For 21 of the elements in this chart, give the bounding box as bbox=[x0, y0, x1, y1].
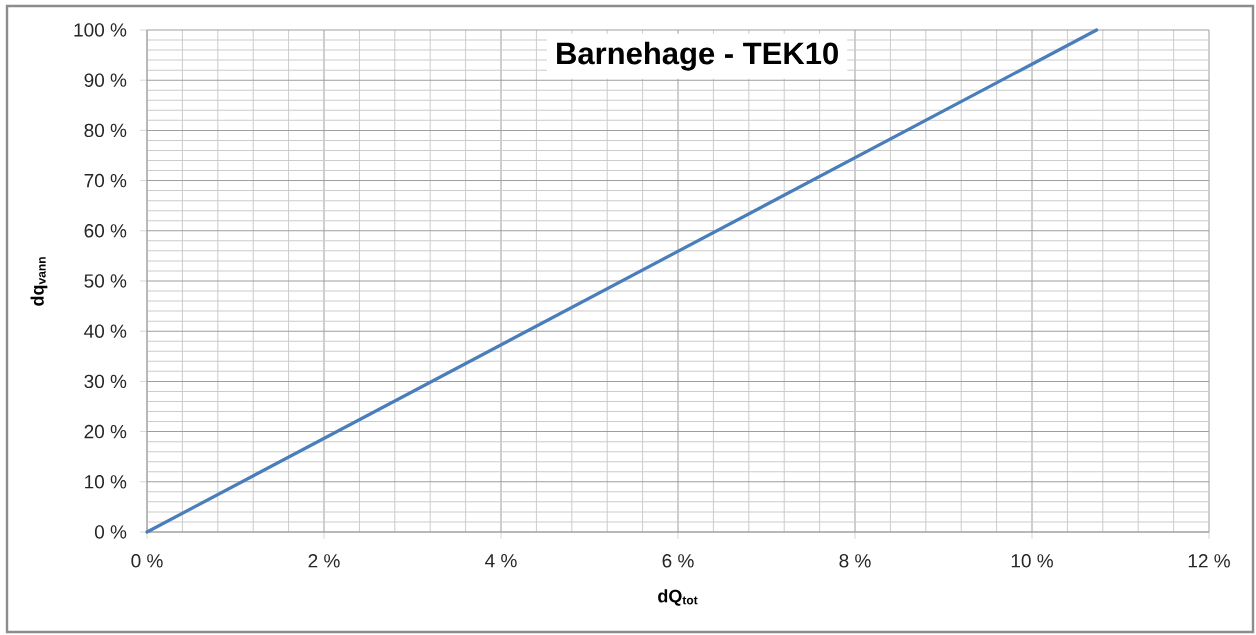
y-tick-label: 0 % bbox=[94, 525, 127, 539]
chart-title: Barnehage - TEK10 bbox=[557, 41, 838, 71]
y-tick-label: 30 % bbox=[84, 374, 127, 389]
x-axis-title: dQ$_{tot}$ bbox=[658, 589, 698, 606]
y-tick-label: 40 % bbox=[84, 324, 127, 338]
y-tick-label: 50 % bbox=[84, 274, 127, 288]
x-tick-label: 12 % bbox=[1188, 554, 1230, 568]
x-tick-label: 6 % bbox=[662, 554, 694, 568]
x-tick-label: 8 % bbox=[839, 554, 871, 568]
y-tick-label: 100 % bbox=[74, 23, 127, 37]
x-tick-label: 0 % bbox=[131, 554, 163, 568]
y-axis-title: dq$_{vann}$ bbox=[30, 257, 48, 306]
y-tick-label: 80 % bbox=[84, 123, 127, 138]
y-tick-label: 60 % bbox=[84, 224, 127, 238]
y-tick-label: 70 % bbox=[84, 173, 127, 188]
x-tick-label: 2 % bbox=[308, 554, 340, 568]
x-tick-label: 10 % bbox=[1011, 554, 1053, 568]
y-tick-label: 10 % bbox=[85, 475, 127, 489]
y-tick-label: 20 % bbox=[84, 424, 127, 439]
y-tick-label: 90 % bbox=[84, 73, 127, 87]
x-tick-label: 4 % bbox=[485, 554, 517, 568]
